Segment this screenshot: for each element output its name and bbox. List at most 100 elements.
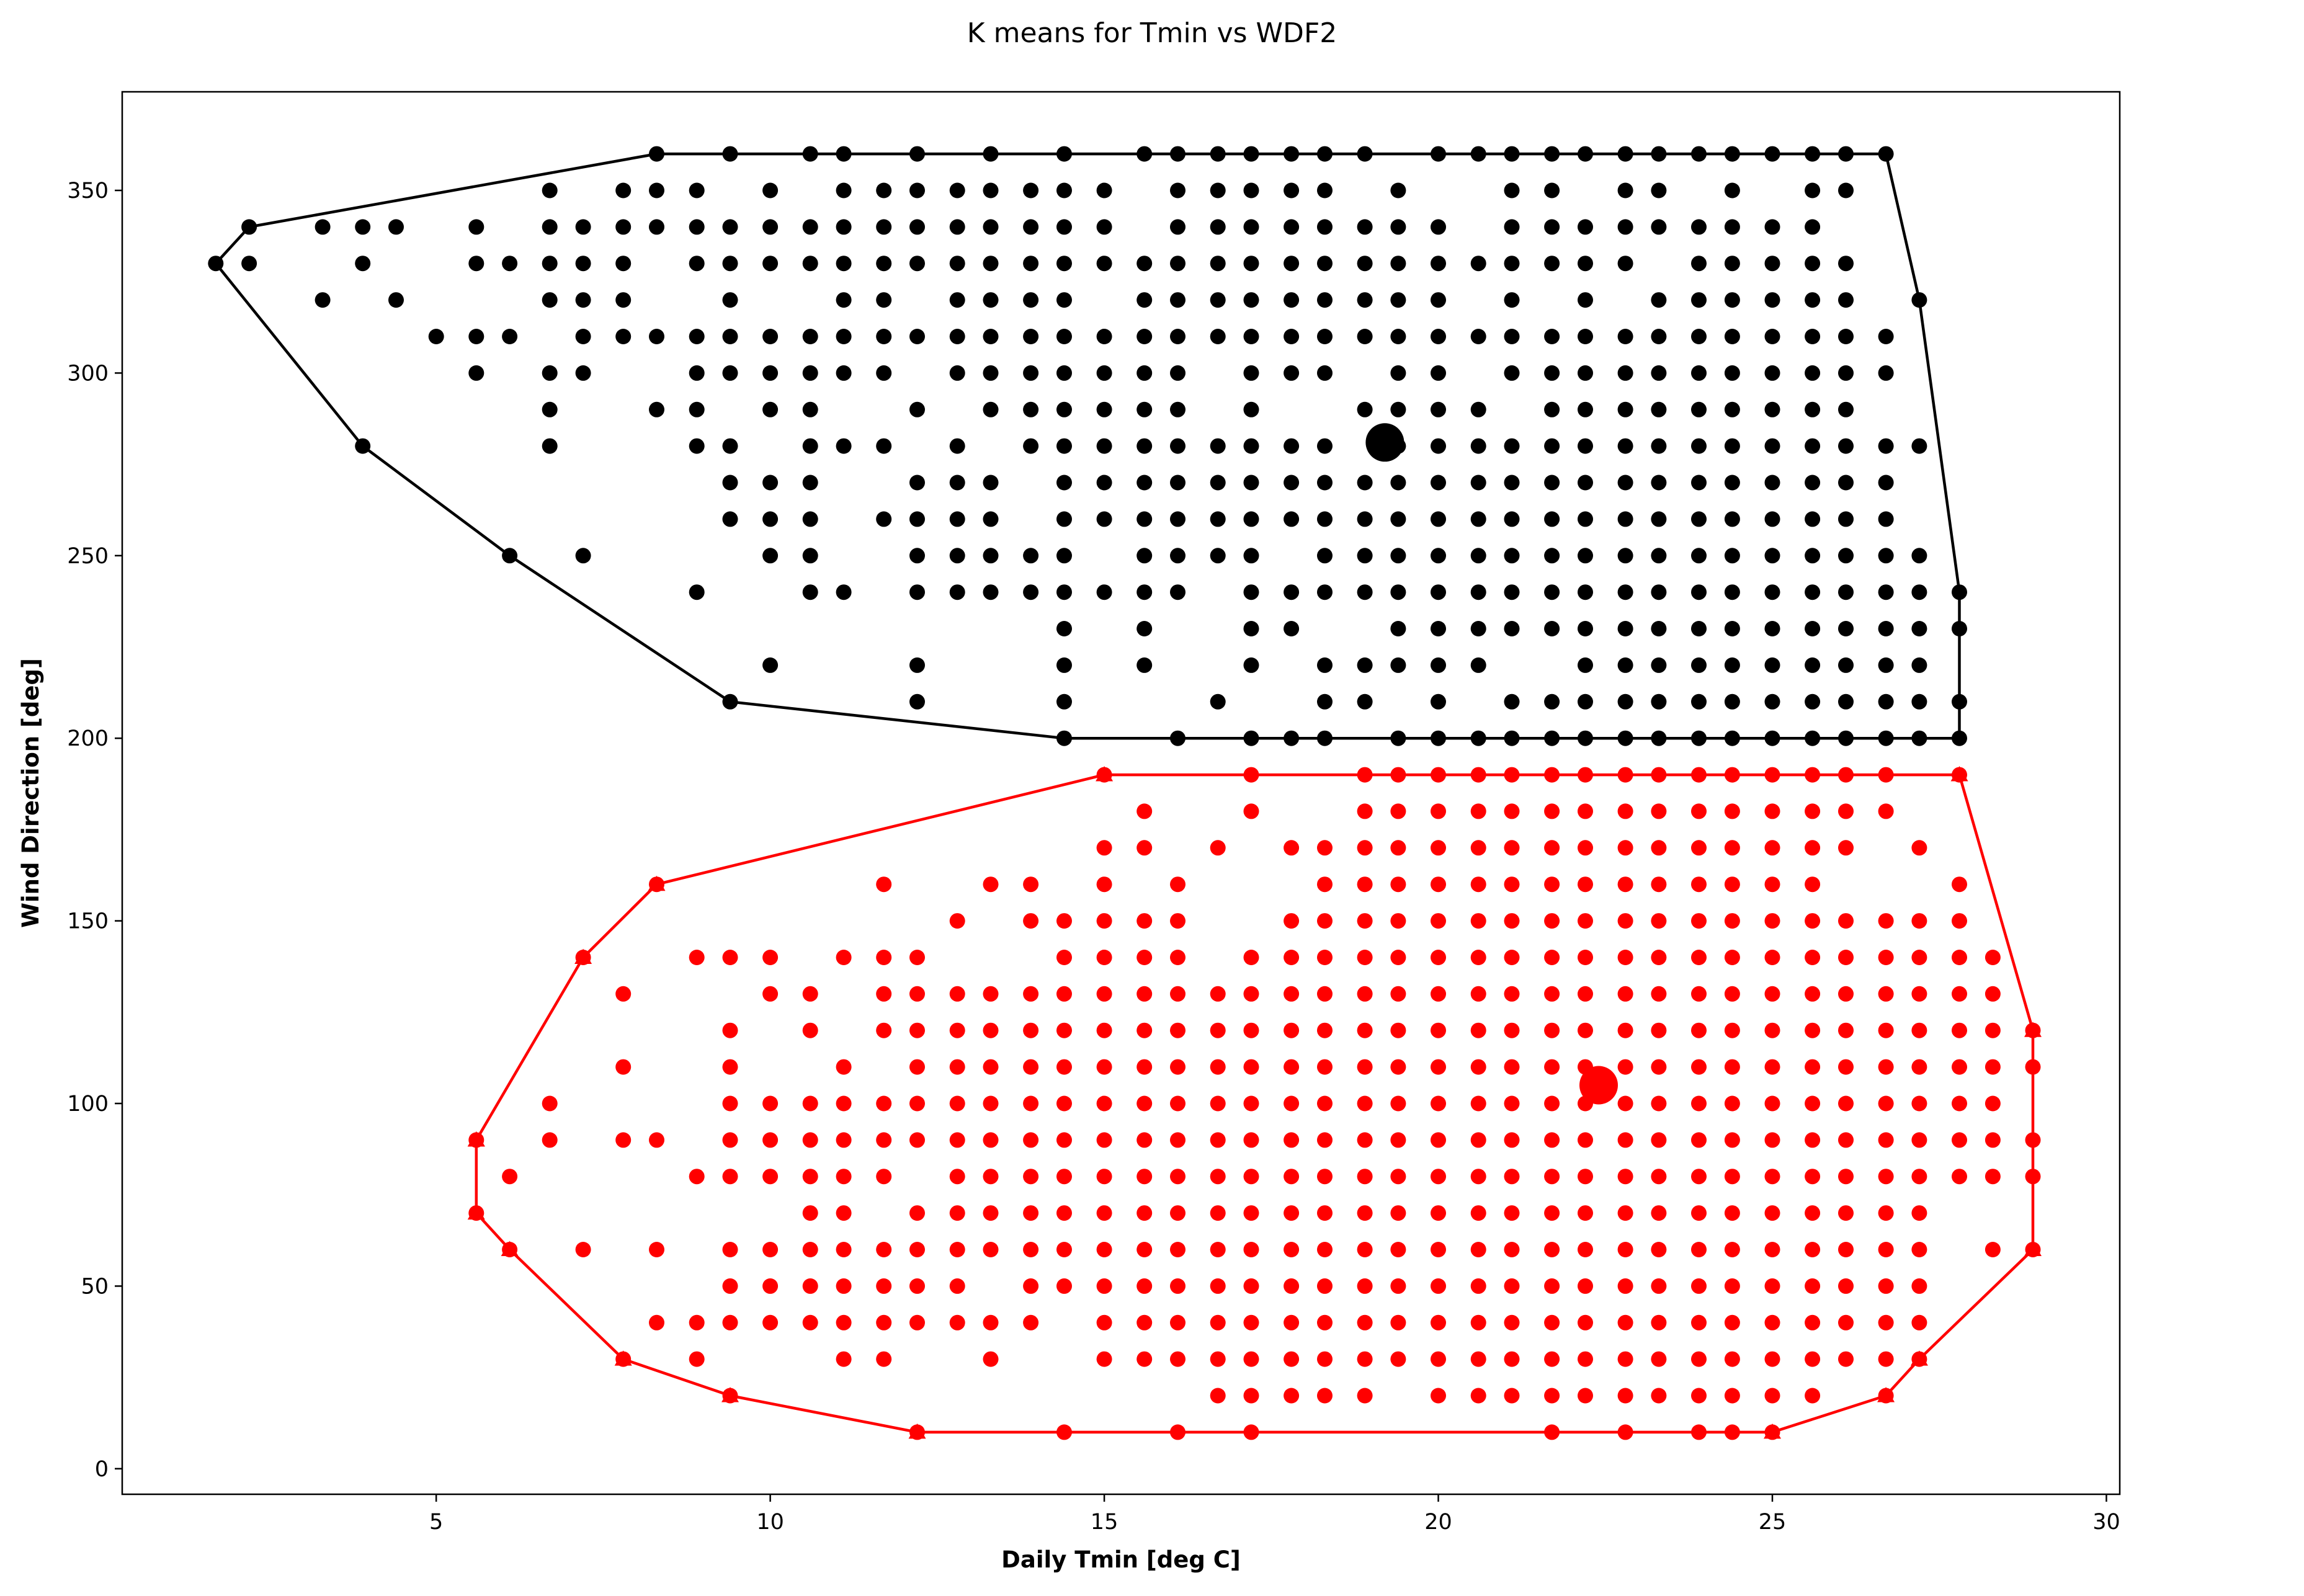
data-point (1838, 365, 1854, 381)
data-point (1243, 767, 1259, 783)
data-point (1504, 1388, 1520, 1404)
data-point (1284, 1132, 1300, 1148)
cluster-2 (467, 766, 2042, 1440)
data-point (1544, 1095, 1560, 1112)
data-point (542, 365, 558, 381)
data-point (1911, 840, 1927, 856)
data-point (1470, 840, 1486, 856)
data-point (1651, 548, 1667, 564)
data-point (1136, 1095, 1153, 1112)
data-point (1838, 986, 1854, 1002)
data-point (1023, 219, 1039, 235)
data-point (1317, 693, 1333, 710)
data-point (1056, 584, 1072, 600)
data-point (983, 182, 999, 198)
data-point (1056, 219, 1072, 235)
data-point (949, 548, 965, 564)
hull-vertex-marker (467, 1204, 485, 1220)
data-point (1724, 365, 1740, 381)
data-point (1170, 1351, 1185, 1367)
data-point (1691, 913, 1707, 929)
data-point (1390, 913, 1406, 929)
data-point (836, 146, 852, 162)
data-point (1911, 950, 1927, 965)
data-point (1096, 475, 1112, 491)
data-point (1578, 146, 1593, 162)
data-point (1805, 693, 1821, 710)
data-point (1504, 146, 1520, 162)
data-point (722, 146, 738, 162)
data-point (1431, 511, 1446, 527)
data-point (615, 292, 632, 308)
data-point (1470, 1132, 1486, 1148)
data-point (1431, 292, 1446, 308)
data-point (502, 256, 518, 272)
data-point (1805, 1132, 1821, 1148)
data-point (1805, 475, 1821, 491)
data-point (1838, 803, 1854, 819)
data-point (1284, 1095, 1300, 1112)
x-tick-label: 10 (756, 1510, 784, 1535)
data-point (1724, 730, 1740, 746)
data-point (1724, 182, 1740, 198)
data-point (836, 292, 852, 308)
data-point (1764, 803, 1780, 819)
data-point (1805, 438, 1821, 454)
data-point (949, 219, 965, 235)
data-point (1096, 1095, 1112, 1112)
data-point (1691, 1205, 1707, 1221)
data-point (722, 1314, 738, 1331)
data-point (1431, 1095, 1446, 1112)
data-point (1504, 1314, 1520, 1331)
data-point (1243, 730, 1259, 746)
data-point (575, 548, 591, 564)
data-point (949, 1169, 965, 1185)
data-point (1170, 256, 1185, 272)
data-point (1390, 1059, 1406, 1075)
data-point (876, 950, 892, 965)
data-point (1838, 950, 1854, 965)
data-point (1878, 1242, 1894, 1257)
data-point (1357, 840, 1373, 856)
data-point (1691, 511, 1707, 527)
data-point (1691, 475, 1707, 491)
data-point (1764, 438, 1780, 454)
data-point (836, 219, 852, 235)
data-point (1724, 657, 1740, 673)
data-point (1284, 256, 1300, 272)
data-point (1724, 1242, 1740, 1257)
data-point (1578, 1278, 1593, 1294)
data-point (876, 256, 892, 272)
data-point (1691, 1278, 1707, 1294)
data-point (1651, 475, 1667, 491)
data-point (1578, 1022, 1593, 1038)
data-point (1210, 1242, 1226, 1257)
data-point (1985, 1169, 2001, 1185)
data-point (909, 146, 925, 162)
data-point (836, 1242, 852, 1257)
data-point (909, 1095, 925, 1112)
data-point (1096, 329, 1112, 344)
data-point (1210, 840, 1226, 856)
data-point (1023, 1132, 1039, 1148)
data-point (1357, 548, 1373, 564)
data-point (1390, 401, 1406, 417)
data-point (1096, 1022, 1112, 1038)
data-point (1617, 1022, 1633, 1038)
data-point (1284, 584, 1300, 600)
data-point (1651, 1351, 1667, 1367)
data-point (1317, 584, 1333, 600)
data-point (1170, 730, 1185, 746)
hull-vertex-marker (467, 1131, 485, 1147)
data-point (1724, 621, 1740, 636)
data-point (2025, 1059, 2041, 1075)
data-point (1805, 329, 1821, 344)
data-point (1911, 1205, 1927, 1221)
data-point (1136, 1132, 1153, 1148)
data-point (1724, 693, 1740, 710)
data-point (1170, 365, 1185, 381)
data-point (1390, 621, 1406, 636)
data-point (315, 219, 331, 235)
data-point (1578, 876, 1593, 893)
